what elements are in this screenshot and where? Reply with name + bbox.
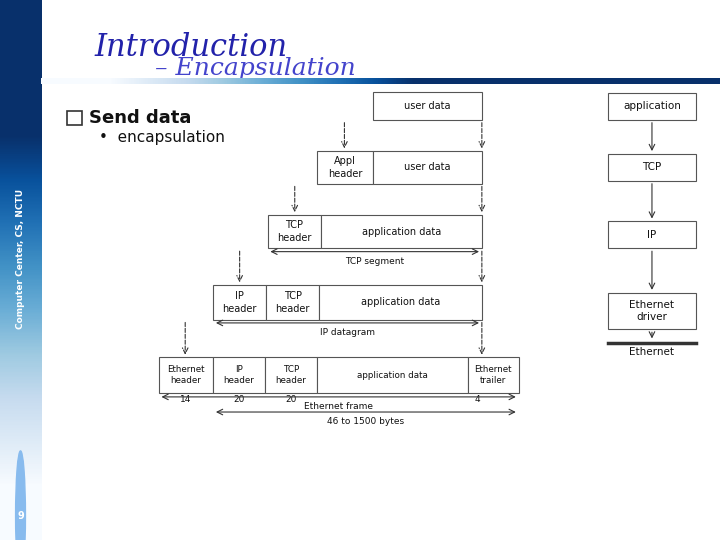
Text: – Encapsulation: – Encapsulation xyxy=(156,57,356,80)
Text: Computer Center, CS, NCTU: Computer Center, CS, NCTU xyxy=(16,189,25,329)
Text: Ethernet: Ethernet xyxy=(629,347,675,357)
Text: TCP
header: TCP header xyxy=(275,365,306,386)
FancyBboxPatch shape xyxy=(467,357,518,393)
Text: Send data: Send data xyxy=(89,109,192,127)
Text: IP
header: IP header xyxy=(222,291,257,314)
Text: Ethernet
header: Ethernet header xyxy=(167,365,204,386)
FancyBboxPatch shape xyxy=(320,215,482,248)
Text: 4: 4 xyxy=(475,395,480,404)
FancyBboxPatch shape xyxy=(265,357,317,393)
Text: TCP
header: TCP header xyxy=(276,291,310,314)
Text: TCP segment: TCP segment xyxy=(345,257,404,266)
FancyBboxPatch shape xyxy=(266,285,319,320)
Text: 9: 9 xyxy=(17,511,24,521)
Text: application data: application data xyxy=(356,371,428,380)
Text: user data: user data xyxy=(404,163,451,172)
FancyBboxPatch shape xyxy=(67,111,82,125)
Circle shape xyxy=(16,451,25,540)
Text: IP: IP xyxy=(647,230,657,240)
Text: application: application xyxy=(623,102,681,111)
FancyBboxPatch shape xyxy=(213,357,265,393)
Text: 14: 14 xyxy=(180,395,192,404)
Text: TCP
header: TCP header xyxy=(277,220,311,243)
Text: IP
header: IP header xyxy=(223,365,254,386)
FancyBboxPatch shape xyxy=(213,285,266,320)
FancyBboxPatch shape xyxy=(608,221,696,248)
Text: •  encapsulation: • encapsulation xyxy=(99,130,225,145)
FancyBboxPatch shape xyxy=(268,215,320,248)
Text: user data: user data xyxy=(404,101,451,111)
Text: Appl
header: Appl header xyxy=(328,156,362,179)
FancyBboxPatch shape xyxy=(373,151,482,184)
Text: application data: application data xyxy=(361,298,440,307)
FancyBboxPatch shape xyxy=(373,92,482,120)
FancyBboxPatch shape xyxy=(317,357,467,393)
FancyBboxPatch shape xyxy=(608,93,696,120)
Text: Ethernet frame: Ethernet frame xyxy=(304,402,373,411)
Text: 20: 20 xyxy=(285,395,297,404)
FancyBboxPatch shape xyxy=(318,151,373,184)
Text: TCP: TCP xyxy=(642,163,662,172)
FancyBboxPatch shape xyxy=(608,293,696,329)
Text: Ethernet
driver: Ethernet driver xyxy=(629,300,675,322)
FancyBboxPatch shape xyxy=(158,357,213,393)
Text: 20: 20 xyxy=(233,395,245,404)
FancyBboxPatch shape xyxy=(319,285,482,320)
Text: application data: application data xyxy=(361,227,441,237)
Text: Introduction: Introduction xyxy=(94,32,287,63)
Text: Ethernet
trailer: Ethernet trailer xyxy=(474,365,512,386)
FancyBboxPatch shape xyxy=(608,154,696,181)
Text: 46 to 1500 bytes: 46 to 1500 bytes xyxy=(328,417,405,427)
Text: IP datagram: IP datagram xyxy=(320,328,375,338)
